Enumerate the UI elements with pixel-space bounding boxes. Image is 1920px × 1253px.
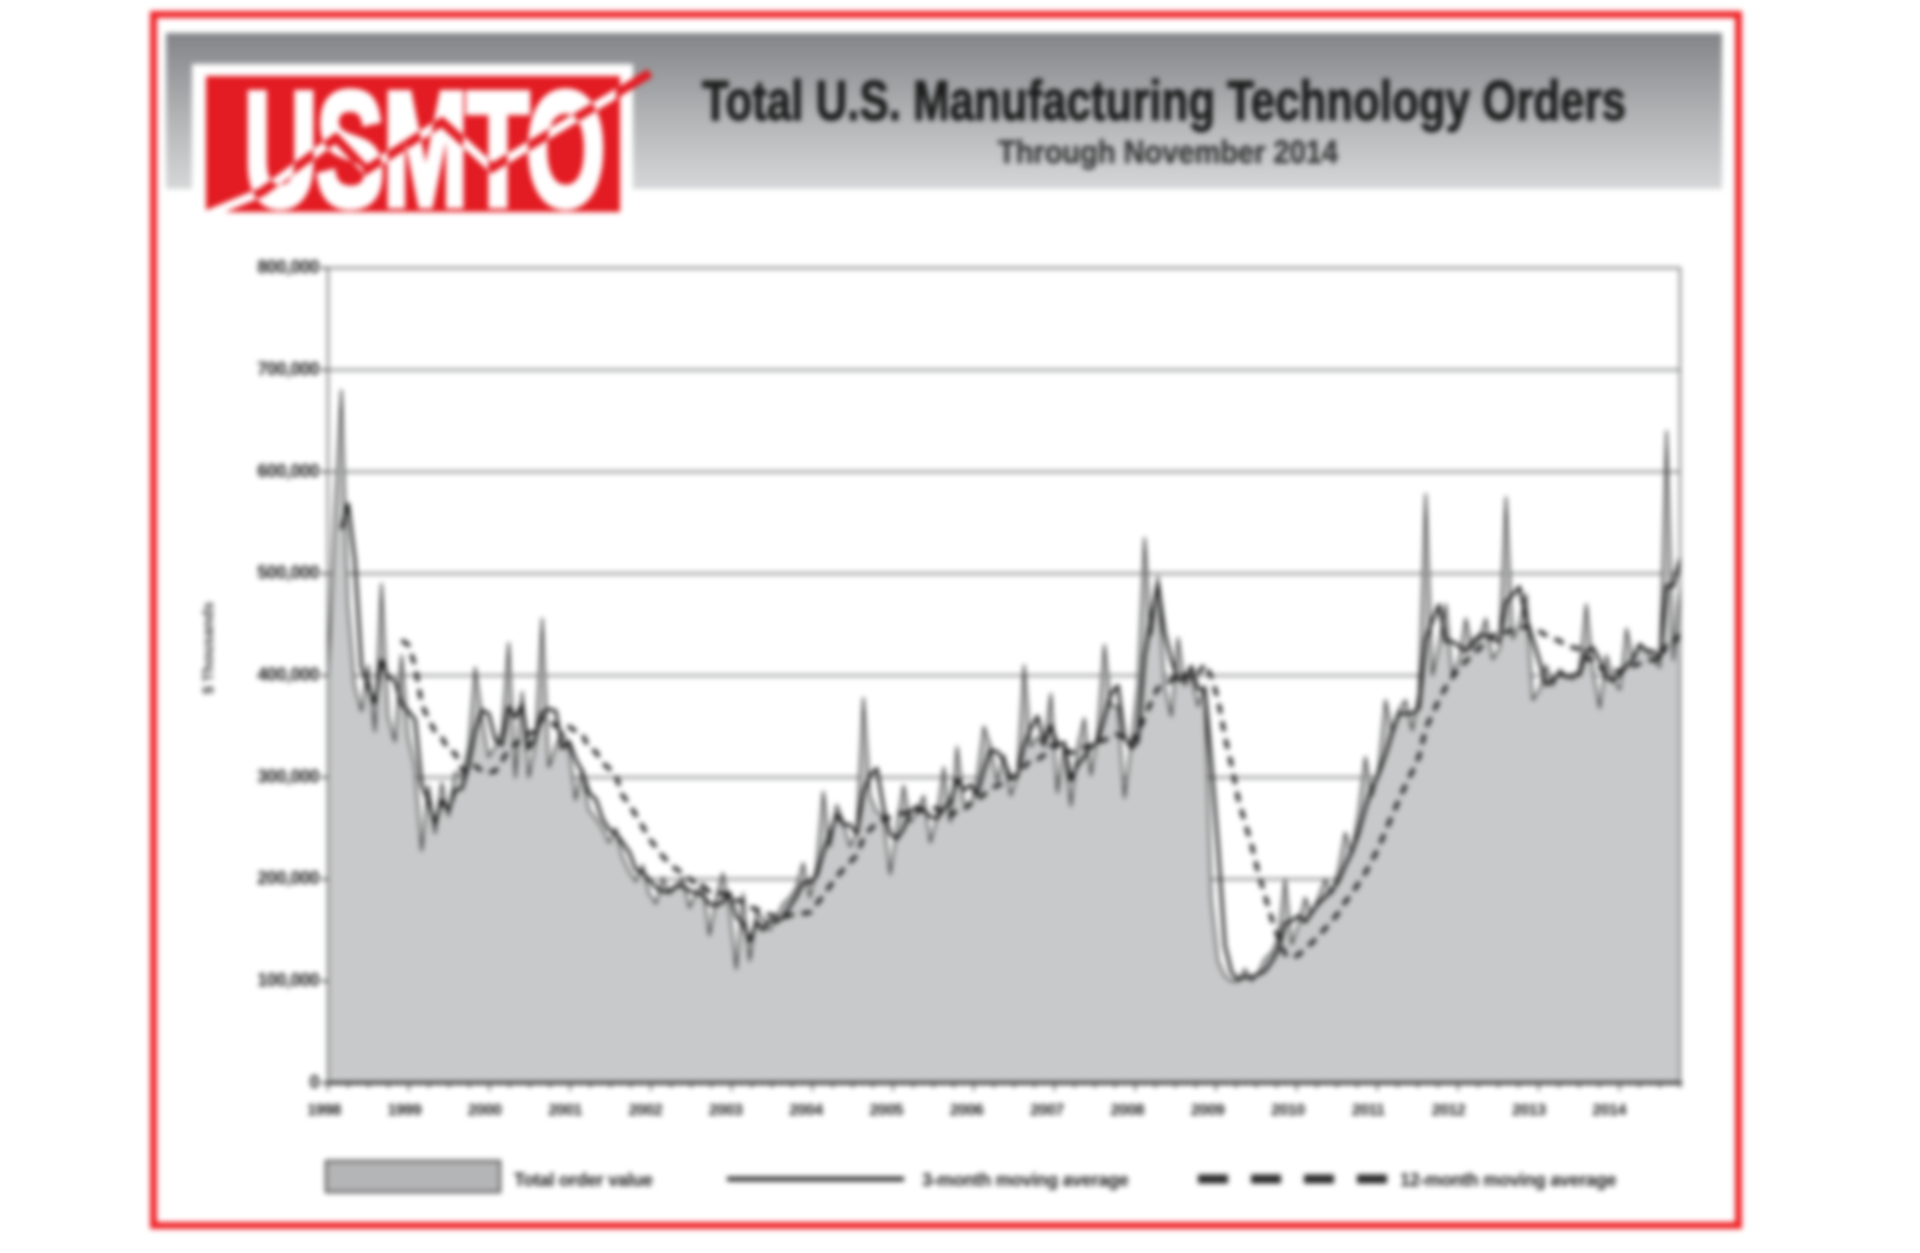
- svg-text:2000: 2000: [468, 1102, 502, 1119]
- svg-text:2005: 2005: [869, 1102, 903, 1119]
- svg-text:2006: 2006: [950, 1102, 984, 1119]
- svg-text:2014: 2014: [1592, 1102, 1626, 1119]
- svg-text:2003: 2003: [709, 1102, 743, 1119]
- svg-text:Total U.S. Manufacturing Techn: Total U.S. Manufacturing Technology Orde…: [702, 69, 1626, 133]
- svg-text:2011: 2011: [1352, 1102, 1385, 1119]
- svg-text:Through November 2014: Through November 2014: [998, 134, 1338, 170]
- svg-text:0: 0: [309, 1072, 319, 1092]
- svg-text:2008: 2008: [1110, 1102, 1144, 1119]
- svg-text:2013: 2013: [1512, 1102, 1546, 1119]
- svg-text:200,000: 200,000: [257, 868, 319, 888]
- svg-text:1999: 1999: [388, 1102, 422, 1119]
- svg-text:2004: 2004: [789, 1102, 823, 1119]
- svg-text:Total order value: Total order value: [514, 1170, 653, 1190]
- svg-text:3-month moving average: 3-month moving average: [922, 1170, 1129, 1190]
- svg-text:700,000: 700,000: [257, 359, 319, 379]
- svg-text:100,000: 100,000: [257, 970, 319, 990]
- svg-text:$ Thousands: $ Thousands: [200, 602, 217, 695]
- svg-text:2010: 2010: [1271, 1102, 1305, 1119]
- svg-text:400,000: 400,000: [257, 665, 319, 685]
- svg-text:2012: 2012: [1432, 1102, 1466, 1119]
- svg-text:500,000: 500,000: [257, 563, 319, 583]
- svg-text:2002: 2002: [629, 1102, 663, 1119]
- svg-text:USMTO: USMTO: [244, 64, 604, 222]
- svg-text:12-month moving average: 12-month moving average: [1400, 1170, 1616, 1190]
- svg-text:1998: 1998: [307, 1102, 341, 1119]
- svg-text:2001: 2001: [548, 1102, 582, 1119]
- svg-text:2009: 2009: [1191, 1102, 1225, 1119]
- svg-text:2007: 2007: [1030, 1102, 1064, 1119]
- svg-text:800,000: 800,000: [257, 257, 319, 277]
- svg-text:600,000: 600,000: [257, 461, 319, 481]
- svg-text:300,000: 300,000: [257, 766, 319, 786]
